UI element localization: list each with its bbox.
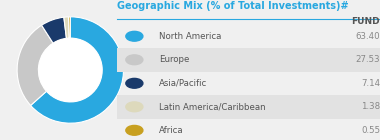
FancyBboxPatch shape — [117, 95, 380, 119]
Text: Europe: Europe — [159, 55, 189, 64]
Text: Latin America/Caribbean: Latin America/Caribbean — [159, 102, 265, 111]
Text: 1.38: 1.38 — [361, 102, 380, 111]
Circle shape — [126, 102, 143, 112]
Wedge shape — [68, 17, 70, 38]
Wedge shape — [31, 17, 124, 123]
Circle shape — [126, 55, 143, 65]
Circle shape — [126, 125, 143, 135]
Wedge shape — [64, 17, 69, 38]
Circle shape — [38, 38, 102, 102]
Text: Africa: Africa — [159, 126, 183, 135]
Text: 27.53: 27.53 — [355, 55, 380, 64]
Text: 7.14: 7.14 — [361, 79, 380, 88]
Circle shape — [126, 31, 143, 41]
Text: 63.40: 63.40 — [355, 32, 380, 41]
Text: FUND: FUND — [352, 18, 380, 26]
Wedge shape — [17, 25, 53, 105]
Wedge shape — [41, 17, 66, 43]
Text: Geographic Mix (% of Total Investments)#: Geographic Mix (% of Total Investments)# — [117, 1, 349, 11]
Text: Asia/Pacific: Asia/Pacific — [159, 79, 207, 88]
FancyBboxPatch shape — [117, 48, 380, 72]
Text: 0.55: 0.55 — [361, 126, 380, 135]
Text: North America: North America — [159, 32, 221, 41]
Circle shape — [126, 78, 143, 88]
